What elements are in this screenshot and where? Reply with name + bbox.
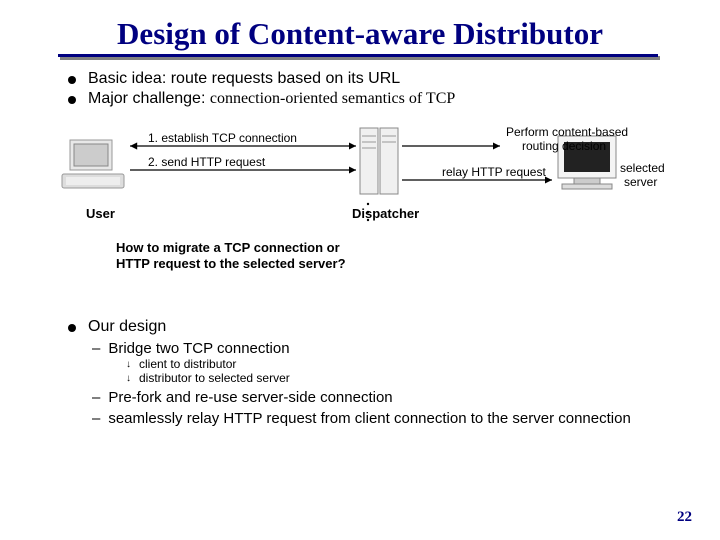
arrow1-label: 1. establish TCP connection bbox=[148, 131, 297, 145]
arrow-bullet-icon: ↓ bbox=[126, 373, 131, 384]
subsub-text: client to distributor bbox=[139, 357, 236, 371]
slide-title: Design of Content-aware Distributor bbox=[0, 0, 720, 52]
bullet-dot-icon bbox=[68, 96, 76, 104]
sub-item: – Bridge two TCP connection bbox=[92, 340, 688, 357]
dot-icon bbox=[367, 211, 369, 213]
dot-icon bbox=[367, 203, 369, 205]
user-computer-icon bbox=[62, 140, 124, 188]
server-label-1: selected bbox=[620, 161, 665, 175]
perform-label-1: Perform content-based bbox=[506, 125, 628, 139]
title-rule bbox=[58, 54, 658, 57]
sub-text: Bridge two TCP connection bbox=[108, 340, 289, 357]
relay-label: relay HTTP request bbox=[442, 165, 546, 179]
top-bullets: Basic idea: route requests based on its … bbox=[68, 70, 678, 110]
our-design-section: Our design – Bridge two TCP connection ↓… bbox=[68, 318, 688, 427]
diagram-svg: User Dispatcher selected server bbox=[60, 122, 660, 292]
perform-label-2: routing decision bbox=[522, 139, 606, 153]
sub-text: Pre-fork and re-use server-side connecti… bbox=[108, 389, 392, 406]
bullet-dot-icon bbox=[68, 76, 76, 84]
server-label-2: server bbox=[624, 175, 657, 189]
bullet-text: Basic idea: route requests based on its … bbox=[88, 70, 400, 88]
dash-icon: – bbox=[92, 340, 100, 357]
bullet-item: Basic idea: route requests based on its … bbox=[68, 70, 678, 88]
subsub-item: ↓ client to distributor bbox=[126, 357, 688, 371]
sub-item: – Pre-fork and re-use server-side connec… bbox=[92, 389, 688, 406]
bullet-text-prefix: Major challenge: bbox=[88, 90, 210, 107]
bullet-text-tcp: connection-oriented semantics of TCP bbox=[210, 90, 455, 107]
arrow-bullet-icon: ↓ bbox=[126, 359, 131, 370]
dash-icon: – bbox=[92, 410, 100, 427]
our-design-heading: Our design bbox=[88, 318, 166, 336]
subsub-text: distributor to selected server bbox=[139, 371, 290, 385]
bullet-item: Major challenge: connection-oriented sem… bbox=[68, 90, 678, 108]
question-line2: HTTP request to the selected server? bbox=[116, 256, 346, 271]
subsub-item: ↓ distributor to selected server bbox=[126, 371, 688, 385]
architecture-diagram: User Dispatcher selected server bbox=[60, 122, 660, 292]
page-number: 22 bbox=[677, 509, 692, 526]
dot-icon bbox=[367, 219, 369, 221]
sub-text: seamlessly relay HTTP request from clien… bbox=[108, 410, 630, 427]
dash-icon: – bbox=[92, 389, 100, 406]
bullet-text: Major challenge: connection-oriented sem… bbox=[88, 90, 455, 108]
dispatcher-icon bbox=[360, 128, 398, 194]
user-label: User bbox=[86, 206, 115, 221]
sub-item: – seamlessly relay HTTP request from cli… bbox=[92, 410, 688, 427]
arrow2-label: 2. send HTTP request bbox=[148, 155, 266, 169]
bullet-item: Our design bbox=[68, 318, 688, 336]
dispatcher-label: Dispatcher bbox=[352, 206, 419, 221]
bullet-dot-icon bbox=[68, 324, 76, 332]
question-line1: How to migrate a TCP connection or bbox=[116, 240, 340, 255]
